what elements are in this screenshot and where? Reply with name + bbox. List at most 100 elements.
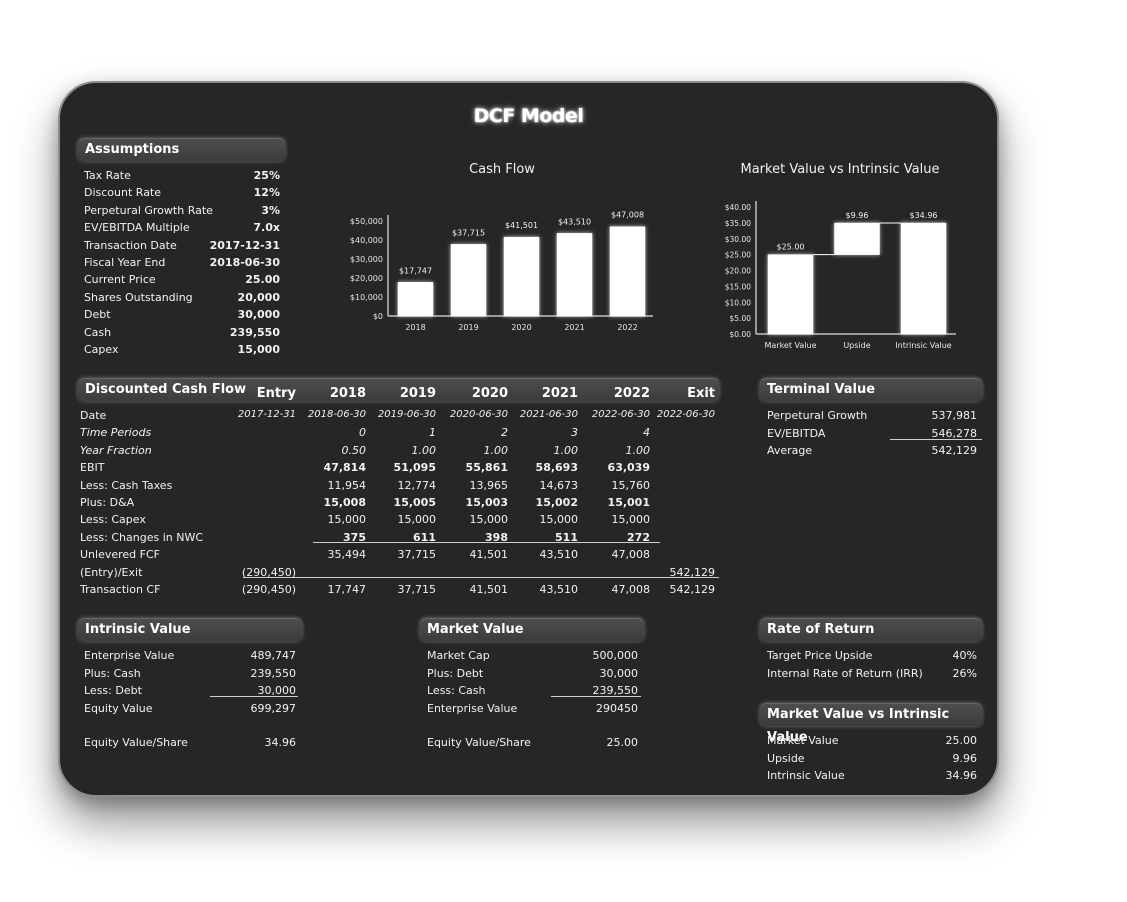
dcf-cell: 398: [485, 530, 508, 544]
dcf-cell: 2022-06-30: [656, 409, 715, 420]
rate-of-return-header: Rate of Return: [760, 618, 982, 641]
dcf-row-label: Less: Cash Taxes: [80, 478, 173, 492]
bar: [556, 233, 593, 317]
dcf-header-bar: Discounted Cash Flow: [78, 378, 719, 401]
bar: [503, 236, 540, 317]
dcf-cell: 2020-06-30: [449, 409, 508, 420]
market-underline: [551, 696, 641, 697]
ror-value: 40%: [952, 649, 977, 662]
dcf-cell: 2021-06-30: [519, 409, 578, 420]
assumptions-label: EV/EBITDA Multiple: [84, 221, 190, 235]
dcf-cell: 2: [501, 426, 508, 440]
dcf-column-header: 2018: [329, 386, 366, 401]
dcf-cell: 12,774: [397, 478, 437, 492]
assumptions-label: Transaction Date: [84, 238, 177, 252]
dcf-row-label: Plus: D&A: [80, 496, 135, 509]
x-category-label: 2018: [405, 323, 425, 332]
dcf-row-label: Less: Changes in NWC: [80, 530, 204, 544]
market-per-share-value: 25.00: [606, 736, 639, 749]
ror-value: 26%: [952, 666, 977, 680]
market-label: Plus: Debt: [427, 666, 484, 680]
dcf-cell: 1.00: [483, 443, 509, 457]
dcf-cell: 2018-06-30: [307, 409, 366, 420]
market-value: 290450: [596, 701, 638, 715]
y-tick-label: $35.00: [725, 219, 751, 228]
bar: [397, 282, 434, 317]
dcf-cell: 15,000: [327, 513, 367, 527]
mvi-header: Market Value vs Intrinsic Value: [760, 703, 982, 745]
market-value-header: Market Value: [420, 618, 644, 641]
data-label: $34.96: [910, 211, 938, 220]
intrinsic-value: 489,747: [250, 649, 297, 662]
dcf-cell: 2017-12-31: [237, 409, 296, 420]
assumptions-label: Current Price: [84, 273, 156, 287]
assumptions-value: 30,000: [237, 308, 280, 322]
dcf-cell: 2022-06-30: [591, 409, 650, 420]
assumptions-label: Cash: [84, 325, 112, 339]
mvi-label: Intrinsic Value: [767, 769, 845, 782]
data-label: $41,501: [505, 221, 538, 230]
dashboard-panel: DCF Model Assumptions Tax Rate 25% Discoun…: [58, 81, 999, 797]
y-tick-label: $15.00: [725, 282, 751, 291]
dcf-cell: 37,715: [397, 548, 437, 562]
y-tick-label: $20.00: [725, 267, 751, 276]
mvi-label: Upside: [767, 751, 805, 765]
intrinsic-per-share-value: 34.96: [264, 736, 297, 749]
dcf-column-header: 2022: [613, 386, 650, 401]
intrinsic-per-share-label: Equity Value/Share: [84, 736, 188, 749]
dcf-row-label: Transaction CF: [80, 583, 161, 596]
y-tick-label: $30,000: [350, 255, 383, 264]
terminal-value-header: Terminal Value: [760, 378, 982, 401]
dcf-cell: 375: [343, 530, 366, 544]
data-label: $47,008: [611, 211, 644, 220]
assumptions-label: Perpetural Growth Rate: [84, 203, 213, 217]
dcf-cell: 15,003: [465, 496, 508, 509]
intrinsic-label: Less: Debt: [84, 684, 142, 697]
assumptions-label: Tax Rate: [84, 169, 131, 182]
intrinsic-underline: [210, 696, 298, 697]
dcf-row-label: EBIT: [80, 461, 105, 475]
dcf-cell: (290,450): [241, 583, 296, 596]
dcf-cell: 3: [571, 426, 578, 440]
dcf-cell: 47,814: [323, 461, 366, 475]
x-category-label: Market Value: [764, 341, 816, 350]
dcf-cell: 51,095: [393, 461, 436, 475]
assumptions-value: 25%: [253, 169, 280, 182]
dcf-exit-underline: [243, 577, 719, 578]
dcf-cell: 63,039: [607, 461, 650, 475]
dcf-cell: 15,000: [539, 513, 579, 527]
y-tick-label: $0: [373, 312, 383, 321]
dcf-row-label: Time Periods: [80, 426, 152, 440]
dcf-cell: 15,000: [397, 513, 437, 527]
dcf-cell: 1.00: [553, 443, 579, 457]
data-label: $9.96: [846, 211, 869, 220]
dcf-row-label: Unlevered FCF: [80, 548, 160, 562]
cash-flow-chart: $0 $10,000 $20,000 $30,000 $40,000 $50,000 $17…: [350, 211, 653, 332]
x-category-label: Intrinsic Value: [895, 341, 952, 350]
bar: [767, 254, 814, 335]
ror-label: Target Price Upside: [767, 649, 873, 662]
dcf-cell: 0: [359, 426, 366, 440]
dcf-row-label: Year Fraction: [80, 443, 152, 457]
y-tick-label: $5.00: [730, 314, 752, 323]
assumptions-value: 3%: [261, 203, 280, 217]
market-value: 239,550: [592, 684, 639, 697]
terminal-value: 537,981: [931, 409, 978, 422]
mvi-label: Market Value: [767, 734, 839, 747]
assumptions-value: 25.00: [245, 273, 280, 287]
dcf-cell: 15,008: [323, 496, 366, 509]
dcf-cell: 47,008: [611, 548, 651, 562]
data-label: $25.00: [777, 243, 805, 252]
data-label: $17,747: [399, 266, 432, 275]
assumptions-value: 2018-06-30: [209, 256, 280, 269]
x-category-label: 2019: [458, 323, 478, 332]
y-tick-label: $40.00: [725, 203, 751, 212]
assumptions-value: 12%: [253, 186, 280, 200]
market-intrinsic-chart: $0.00 $5.00 $10.00 $15.00 $20.00 $25.00 $30.00…: [725, 201, 956, 350]
dcf-column-header: 2020: [471, 386, 508, 401]
mvi-value: 9.96: [952, 751, 978, 765]
market-intrinsic-chart-title: Market Value vs Intrinsic Value: [740, 162, 940, 177]
intrinsic-label: Enterprise Value: [84, 649, 175, 662]
dcf-cell: 14,673: [539, 478, 579, 492]
y-tick-label: $40,000: [350, 236, 383, 245]
